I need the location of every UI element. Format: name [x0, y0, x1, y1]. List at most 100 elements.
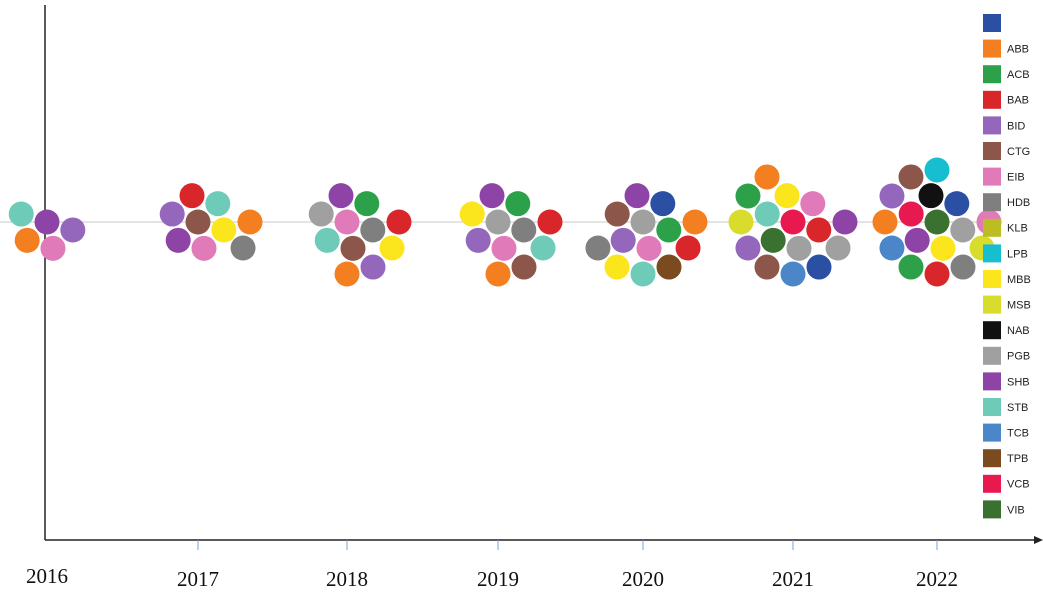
bubble: [530, 235, 556, 261]
bubble: [898, 201, 924, 227]
legend-swatch: [983, 142, 1001, 160]
legend-label: VIB: [1007, 504, 1025, 516]
bubble: [898, 254, 924, 280]
bubble: [537, 209, 563, 235]
bubble: [774, 183, 800, 209]
bubble: [656, 217, 682, 243]
bubble: [340, 235, 366, 261]
bubble: [898, 164, 924, 190]
legend-swatch: [983, 295, 1001, 314]
bubble: [479, 183, 505, 209]
bubble: [386, 209, 412, 235]
legend-label: NAB: [1007, 325, 1030, 337]
bubble: [308, 201, 334, 227]
bubble: [211, 217, 237, 243]
bubble: [780, 209, 806, 235]
bubble: [328, 183, 354, 209]
bubble: [754, 164, 780, 190]
legend-swatch: [983, 244, 1001, 263]
bubble: [505, 191, 531, 217]
bubble: [511, 254, 537, 280]
bubble: [165, 227, 191, 253]
bubble: [728, 209, 754, 235]
legend-label: HDB: [1007, 197, 1030, 209]
legend-swatch: [983, 423, 1001, 442]
bubble: [630, 209, 656, 235]
legend-swatch: [983, 500, 1001, 519]
bubble: [14, 227, 40, 253]
legend-label: KLB: [1007, 223, 1028, 235]
x-tick-label: 2021: [772, 567, 814, 591]
bubble: [806, 217, 832, 243]
legend-swatch: [983, 398, 1001, 416]
bubble: [786, 235, 812, 261]
bubble: [630, 261, 656, 287]
bubble: [34, 209, 60, 235]
x-tick-label: 2018: [326, 567, 368, 591]
bubble: [237, 209, 263, 235]
bubble: [780, 261, 806, 287]
legend-label: VCB: [1007, 479, 1030, 491]
bubble: [760, 227, 786, 253]
bubble: [511, 217, 537, 243]
bubble: [585, 235, 611, 261]
bubble: [485, 209, 511, 235]
bubble: [879, 183, 905, 209]
bubble: [379, 235, 405, 261]
bubble: [650, 191, 676, 217]
bubble: [360, 217, 386, 243]
legend-swatch: [983, 90, 1001, 109]
bubble: [230, 235, 256, 261]
bubble: [754, 254, 780, 280]
bubble: [950, 254, 976, 280]
legend-label: PGB: [1007, 351, 1030, 363]
legend-label: BAB: [1007, 95, 1029, 107]
bubble: [950, 217, 976, 243]
legend-swatch: [983, 116, 1001, 135]
legend-swatch: [983, 193, 1001, 212]
bubble: [354, 191, 380, 217]
bubble: [8, 201, 34, 227]
bubble: [832, 209, 858, 235]
x-tick-label: 2020: [622, 567, 664, 591]
bubble: [40, 235, 66, 261]
bubble: [735, 235, 761, 261]
legend-swatch: [983, 65, 1001, 84]
bubble: [334, 261, 360, 287]
bubble: [636, 235, 662, 261]
legend-swatch: [983, 346, 1001, 365]
bubble: [360, 254, 386, 280]
legend-swatch: [983, 14, 1001, 32]
bubble: [930, 235, 956, 261]
legend-label: TCB: [1007, 428, 1029, 440]
legend-swatch: [983, 167, 1001, 186]
x-tick-label: 2019: [477, 567, 519, 591]
bubble: [656, 254, 682, 280]
bubble: [624, 183, 650, 209]
legend-label: ABB: [1007, 44, 1029, 56]
legend-label: MSB: [1007, 300, 1031, 312]
bubble: [924, 261, 950, 287]
bubble: [485, 261, 511, 287]
legend-swatch: [983, 39, 1001, 58]
bubble: [604, 254, 630, 280]
bubble: [60, 217, 86, 243]
bubble: [904, 227, 930, 253]
bubble: [191, 235, 217, 261]
bubble: [334, 209, 360, 235]
legend-swatch: [983, 270, 1001, 288]
bubble: [806, 254, 832, 280]
legend-swatch: [983, 218, 1001, 237]
bubble: [944, 191, 970, 217]
bubble: [459, 201, 485, 227]
bubble: [604, 201, 630, 227]
bubble: [491, 235, 517, 261]
legend-swatch: [983, 474, 1001, 493]
bubble: [924, 157, 950, 183]
legend-swatch: [983, 321, 1001, 340]
bubble: [185, 209, 211, 235]
x-tick-label: 2016: [26, 564, 68, 588]
bubble: [735, 183, 761, 209]
bubble: [872, 209, 898, 235]
